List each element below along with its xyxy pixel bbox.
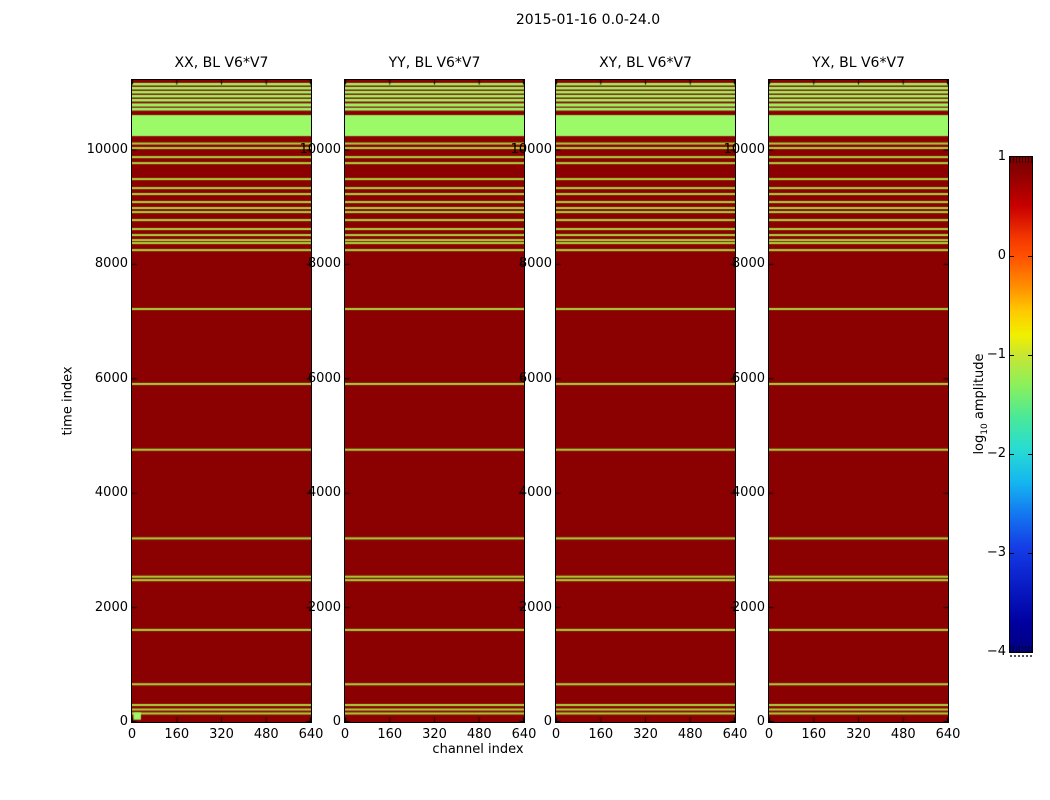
colorbar-tickmark <box>1010 454 1014 455</box>
ytick-label: 2000 <box>731 599 765 615</box>
ytick-label: 2000 <box>94 599 128 615</box>
colorbar-tickmark <box>1010 256 1014 257</box>
colorbar-tickmark <box>1010 553 1014 554</box>
ytick-label: 6000 <box>94 370 128 386</box>
colorbar-tick-label: −3 <box>986 545 1006 560</box>
heatmap-canvas-xx <box>131 79 312 723</box>
xtick-label: 160 <box>377 727 403 742</box>
colorbar-extend-dots <box>1010 655 1032 657</box>
ytick-label: 4000 <box>307 485 341 501</box>
xtick-label: 0 <box>551 727 561 742</box>
colorbar-tickmark <box>1028 355 1032 356</box>
panel-title-yy: YY, BL V6*V7 <box>388 55 481 71</box>
xtick-label: 320 <box>633 727 658 742</box>
ytick-label: 8000 <box>518 256 552 272</box>
ytick-label: 4000 <box>731 485 765 501</box>
ytick-label: 6000 <box>307 370 341 386</box>
xtick-label: 640 <box>511 727 537 742</box>
colorbar-tickmark <box>1010 355 1014 356</box>
colorbar-tick-label: −2 <box>986 446 1006 461</box>
xtick-label: 0 <box>340 727 350 742</box>
y-axis-label: time index <box>60 366 76 436</box>
xtick-label: 640 <box>722 727 748 742</box>
ytick-label: 10000 <box>723 142 765 157</box>
ytick-label: 10000 <box>299 142 341 157</box>
heatmap-canvas-xy <box>555 79 736 723</box>
colorbar <box>1009 156 1033 653</box>
ytick-label: 4000 <box>94 485 128 501</box>
xtick-label: 160 <box>164 727 190 742</box>
xtick-label: 320 <box>846 727 871 742</box>
colorbar-tick-label: −1 <box>986 347 1006 362</box>
xtick-label: 160 <box>801 727 827 742</box>
colorbar-tickmark <box>1028 256 1032 257</box>
ytick-label: 8000 <box>307 256 341 272</box>
xtick-label: 0 <box>764 727 774 742</box>
ytick-label: 10000 <box>86 142 128 157</box>
ytick-label: 8000 <box>94 256 128 272</box>
colorbar-tickmark <box>1028 553 1032 554</box>
ytick-label: 2000 <box>307 599 341 615</box>
xtick-label: 0 <box>127 727 137 742</box>
colorbar-tick-label: 0 <box>997 248 1006 263</box>
colorbar-label: log10 amplitude <box>972 353 990 454</box>
xtick-label: 480 <box>466 727 492 742</box>
colorbar-tickmark <box>1028 454 1032 455</box>
ytick-label: 4000 <box>518 485 552 501</box>
x-axis-label: channel index <box>432 742 524 757</box>
ytick-label: 6000 <box>518 370 552 386</box>
panel-title-yx: YX, BL V6*V7 <box>812 55 905 71</box>
colorbar-bottom-comb <box>1010 646 1032 652</box>
colorbar-tick-label: 1 <box>997 149 1006 164</box>
xtick-label: 480 <box>890 727 916 742</box>
ytick-label: 2000 <box>518 599 552 615</box>
panel-title-xy: XY, BL V6*V7 <box>599 55 692 71</box>
xtick-label: 640 <box>935 727 961 742</box>
heatmap-canvas-yy <box>344 79 525 723</box>
ytick-label: 0 <box>119 714 128 729</box>
colorbar-label-suffix: amplitude <box>972 353 988 424</box>
xtick-label: 320 <box>209 727 234 742</box>
ytick-label: 0 <box>332 714 341 729</box>
xtick-label: 160 <box>588 727 614 742</box>
xtick-label: 320 <box>422 727 447 742</box>
ytick-label: 10000 <box>510 142 552 157</box>
panel-title-xx: XX, BL V6*V7 <box>174 55 269 71</box>
figure-title: 2015-01-16 0.0-24.0 <box>515 12 661 28</box>
xtick-label: 480 <box>253 727 279 742</box>
colorbar-top-comb <box>1010 157 1032 163</box>
ytick-label: 0 <box>543 714 552 729</box>
colorbar-label-sub: 10 <box>979 423 990 435</box>
ytick-label: 0 <box>756 714 765 729</box>
xtick-label: 640 <box>298 727 324 742</box>
heatmap-canvas-yx <box>768 79 949 723</box>
ytick-label: 8000 <box>731 256 765 272</box>
ytick-label: 6000 <box>731 370 765 386</box>
colorbar-tick-label: −4 <box>986 644 1006 659</box>
xtick-label: 480 <box>677 727 703 742</box>
